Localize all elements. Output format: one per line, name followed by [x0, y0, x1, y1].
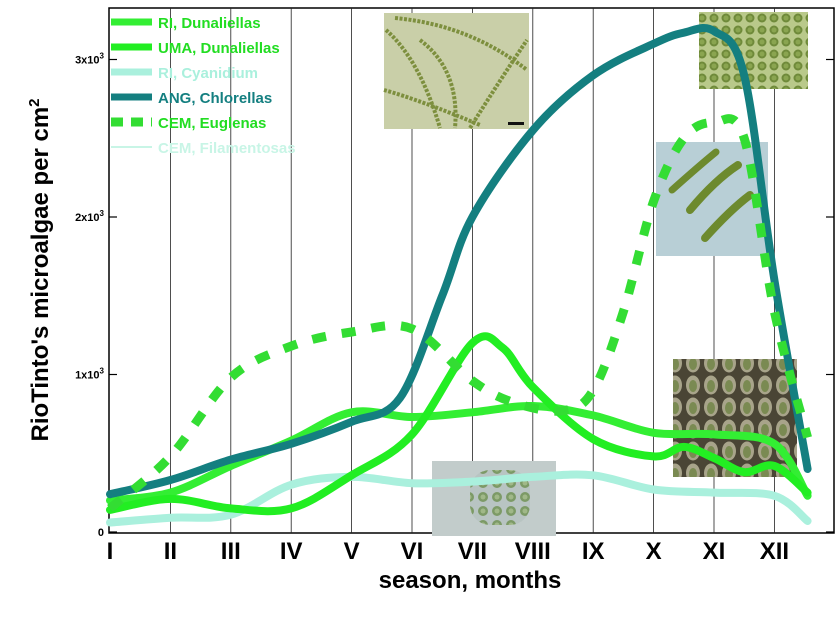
- x-tick-label-VI: VI: [401, 538, 424, 565]
- legend-item-cem-filamentosas: CEM, Filamentosas: [111, 140, 296, 157]
- x-tick-label-VIII: VIII: [515, 538, 551, 565]
- x-axis-title: season, months: [379, 567, 562, 594]
- cyanidium-cells-photo: [432, 461, 556, 536]
- series-line-ri-dunaliellas: [106, 401, 812, 505]
- y-axis-title: RioTinto's microalgae per cm2: [26, 98, 54, 441]
- svg-text:RI, Dunaliellas: RI, Dunaliellas: [158, 15, 261, 32]
- svg-text:CEM, Filamentosas: CEM, Filamentosas: [158, 140, 296, 157]
- series-line-cem-euglenas: [107, 114, 812, 512]
- legend-item-cem-euglenas: CEM, Euglenas: [111, 115, 266, 132]
- y-tick-label: 2x103: [75, 209, 104, 224]
- y-tick-label: 0: [98, 527, 104, 539]
- series-layer: [106, 23, 812, 527]
- chlorella-cells-photo: [699, 12, 808, 89]
- x-tick-label-III: III: [221, 538, 241, 565]
- y-tick-label: 3x103: [75, 52, 104, 67]
- x-tick-label-XII: XII: [760, 538, 789, 565]
- y-axis-ticks: 0 1x103 2x103 3x103: [75, 52, 834, 539]
- series-line-uma-dunaliellas: [106, 332, 812, 516]
- legend-item-ang-chlorellas: ANG, Chlorellas: [111, 90, 272, 107]
- euglena-photo: [656, 142, 768, 256]
- y-axis-title-text: RioTinto's microalgae per cm: [27, 107, 54, 442]
- x-tick-label-VII: VII: [458, 538, 487, 565]
- legend: RI, Dunaliellas UMA, Dunaliellas RI, Cya…: [111, 15, 296, 157]
- dunaliella-cells-photo: [673, 359, 797, 477]
- svg-text:UMA, Dunaliellas: UMA, Dunaliellas: [158, 40, 280, 57]
- x-tick-label-IV: IV: [280, 538, 303, 565]
- x-tick-label-XI: XI: [703, 538, 726, 565]
- y-axis-title-exp: 2: [26, 98, 43, 106]
- series-line-ri-cyanidium: [106, 470, 812, 527]
- x-axis-labels: I II III IV V VI VII VIII IX X XI XII: [107, 538, 789, 565]
- svg-text:CEM, Euglenas: CEM, Euglenas: [158, 115, 266, 132]
- x-tick-label-I: I: [107, 538, 114, 565]
- legend-item-uma-dunaliellas: UMA, Dunaliellas: [111, 40, 280, 57]
- x-tick-label-II: II: [164, 538, 177, 565]
- y-tick-label: 1x103: [75, 367, 104, 382]
- legend-item-ri-dunaliellas: RI, Dunaliellas: [111, 15, 261, 32]
- x-tick-label-V: V: [344, 538, 360, 565]
- filaments-photo: [383, 13, 529, 130]
- svg-text:RI, Cyanidium: RI, Cyanidium: [158, 65, 258, 82]
- svg-text:ANG, Chlorellas: ANG, Chlorellas: [158, 90, 272, 107]
- legend-item-ri-cyanidium: RI, Cyanidium: [111, 65, 258, 82]
- x-tick-label-IX: IX: [582, 538, 605, 565]
- series-line-ang-chlorellas: [106, 23, 812, 499]
- vertical-gridlines: [169, 8, 775, 533]
- x-tick-label-X: X: [646, 538, 662, 565]
